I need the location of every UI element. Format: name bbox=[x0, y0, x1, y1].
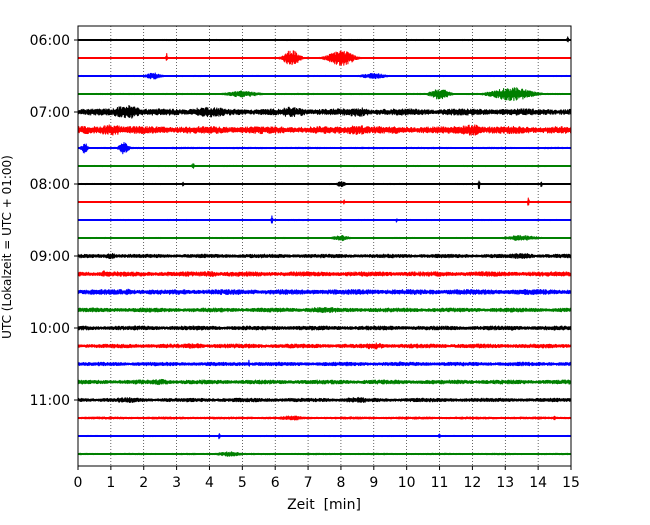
x-tick-label-9: 9 bbox=[369, 475, 378, 491]
x-tick-label-1: 1 bbox=[106, 475, 115, 491]
y-axis-title: UTC (Lokalzeit = UTC + 01:00) bbox=[0, 155, 14, 339]
traces-layer bbox=[77, 36, 572, 457]
x-tick-label-5: 5 bbox=[238, 475, 247, 491]
y-tick-label-0600: 06:00 bbox=[30, 33, 70, 49]
y-tick-label-0800: 08:00 bbox=[30, 177, 70, 193]
trace-row-0700 bbox=[77, 104, 572, 119]
x-tick-label-7: 7 bbox=[304, 475, 313, 491]
x-tick-label-12: 12 bbox=[463, 475, 481, 491]
y-tick-label-1100: 11:00 bbox=[30, 393, 70, 409]
x-tick-label-4: 4 bbox=[205, 475, 214, 491]
x-tick-label-8: 8 bbox=[336, 475, 345, 491]
x-tick-label-0: 0 bbox=[74, 475, 83, 491]
x-tick-label-3: 3 bbox=[172, 475, 181, 491]
y-tick-label-0700: 07:00 bbox=[30, 105, 70, 121]
y-tick-label-0900: 09:00 bbox=[30, 249, 70, 265]
trace-row-0915 bbox=[77, 270, 572, 277]
grid-layer bbox=[110, 26, 539, 466]
x-tick-label-6: 6 bbox=[271, 475, 280, 491]
y-axis: 06:00 07:00 08:00 09:00 10:00 11:00 bbox=[30, 33, 78, 409]
x-tick-label-10: 10 bbox=[398, 475, 416, 491]
x-tick-label-13: 13 bbox=[496, 475, 514, 491]
plot-frame bbox=[77, 25, 572, 467]
trace-row-0715 bbox=[77, 124, 572, 136]
x-tick-label-2: 2 bbox=[139, 475, 148, 491]
trace-row-1015 bbox=[77, 342, 572, 350]
y-tick-label-1000: 10:00 bbox=[30, 321, 70, 337]
x-tick-label-14: 14 bbox=[529, 475, 547, 491]
trace-row-0930 bbox=[77, 288, 572, 296]
x-axis-title: Zeit [min] bbox=[287, 497, 361, 513]
x-tick-label-15: 15 bbox=[562, 475, 580, 491]
x-tick-label-11: 11 bbox=[431, 475, 449, 491]
x-axis: 0 1 2 3 4 5 6 7 8 9 10 11 12 13 14 15 bbox=[74, 466, 580, 491]
